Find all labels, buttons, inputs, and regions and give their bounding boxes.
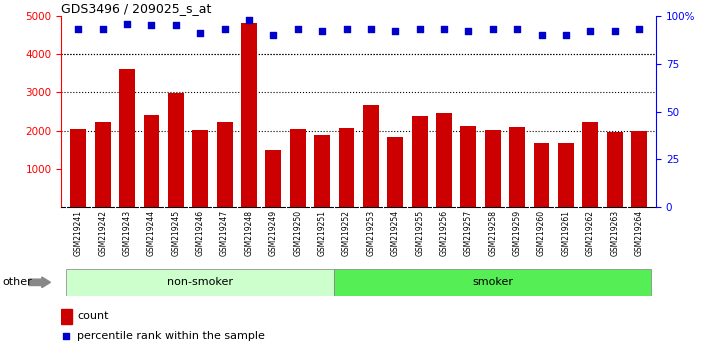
Bar [314, 135, 330, 207]
Bar [631, 131, 647, 207]
Bar [168, 93, 184, 207]
Point [585, 28, 596, 34]
Point [243, 17, 255, 23]
Point [463, 28, 474, 34]
Text: GSM219256: GSM219256 [440, 210, 448, 256]
Bar [583, 122, 598, 207]
Point [487, 27, 498, 32]
Text: GSM219241: GSM219241 [74, 210, 83, 256]
Point [438, 27, 450, 32]
Point [560, 32, 572, 38]
Text: GSM219259: GSM219259 [513, 210, 522, 256]
Text: GSM219242: GSM219242 [98, 210, 107, 256]
Text: GSM219264: GSM219264 [634, 210, 644, 256]
Point [61, 333, 72, 339]
Point [536, 32, 547, 38]
Bar [241, 23, 257, 207]
Text: GSM219248: GSM219248 [244, 210, 254, 256]
Text: GSM219255: GSM219255 [415, 210, 424, 256]
Bar [534, 143, 549, 207]
Point [219, 27, 231, 32]
Text: GSM219262: GSM219262 [585, 210, 595, 256]
Point [633, 27, 645, 32]
Text: GSM219245: GSM219245 [172, 210, 180, 256]
Bar [509, 127, 525, 207]
Bar [485, 130, 500, 207]
Point [292, 27, 304, 32]
Bar [143, 115, 159, 207]
Text: GSM219254: GSM219254 [391, 210, 399, 256]
Text: GSM219251: GSM219251 [318, 210, 327, 256]
Bar [66, 269, 335, 296]
Bar [94, 122, 110, 207]
Bar [363, 105, 379, 207]
Text: GSM219263: GSM219263 [610, 210, 619, 256]
Bar [119, 69, 135, 207]
Bar [71, 129, 87, 207]
Text: GSM219250: GSM219250 [293, 210, 302, 256]
Bar [335, 269, 651, 296]
Point [267, 32, 279, 38]
Text: non-smoker: non-smoker [167, 277, 233, 287]
Bar [265, 150, 281, 207]
Point [365, 27, 376, 32]
Text: other: other [2, 277, 32, 287]
Text: GSM219257: GSM219257 [464, 210, 473, 256]
Point [341, 27, 353, 32]
Point [121, 21, 133, 27]
Text: GSM219246: GSM219246 [195, 210, 205, 256]
Point [414, 27, 425, 32]
Bar [607, 132, 623, 207]
Point [146, 23, 157, 28]
Text: percentile rank within the sample: percentile rank within the sample [77, 331, 265, 341]
Text: GSM219247: GSM219247 [220, 210, 229, 256]
Bar [461, 126, 477, 207]
Text: GDS3496 / 209025_s_at: GDS3496 / 209025_s_at [61, 2, 212, 15]
Point [97, 27, 108, 32]
Point [609, 28, 621, 34]
Point [170, 23, 182, 28]
Bar [339, 127, 355, 207]
Text: GSM219258: GSM219258 [488, 210, 497, 256]
Bar [217, 122, 233, 207]
Text: GSM219260: GSM219260 [537, 210, 546, 256]
Text: GSM219252: GSM219252 [342, 210, 351, 256]
Point [511, 27, 523, 32]
Text: GSM219261: GSM219261 [562, 210, 570, 256]
Text: smoker: smoker [472, 277, 513, 287]
Bar [558, 143, 574, 207]
Text: GSM219249: GSM219249 [269, 210, 278, 256]
Text: GSM219244: GSM219244 [147, 210, 156, 256]
Bar [61, 309, 72, 324]
Bar [193, 130, 208, 207]
Bar [412, 116, 428, 207]
Point [73, 27, 84, 32]
Bar [290, 130, 306, 207]
Text: count: count [77, 311, 109, 321]
Bar [387, 137, 403, 207]
Point [317, 28, 328, 34]
Bar [436, 113, 452, 207]
Text: GSM219243: GSM219243 [123, 210, 132, 256]
Text: GSM219253: GSM219253 [366, 210, 376, 256]
Point [389, 28, 401, 34]
Point [195, 30, 206, 36]
